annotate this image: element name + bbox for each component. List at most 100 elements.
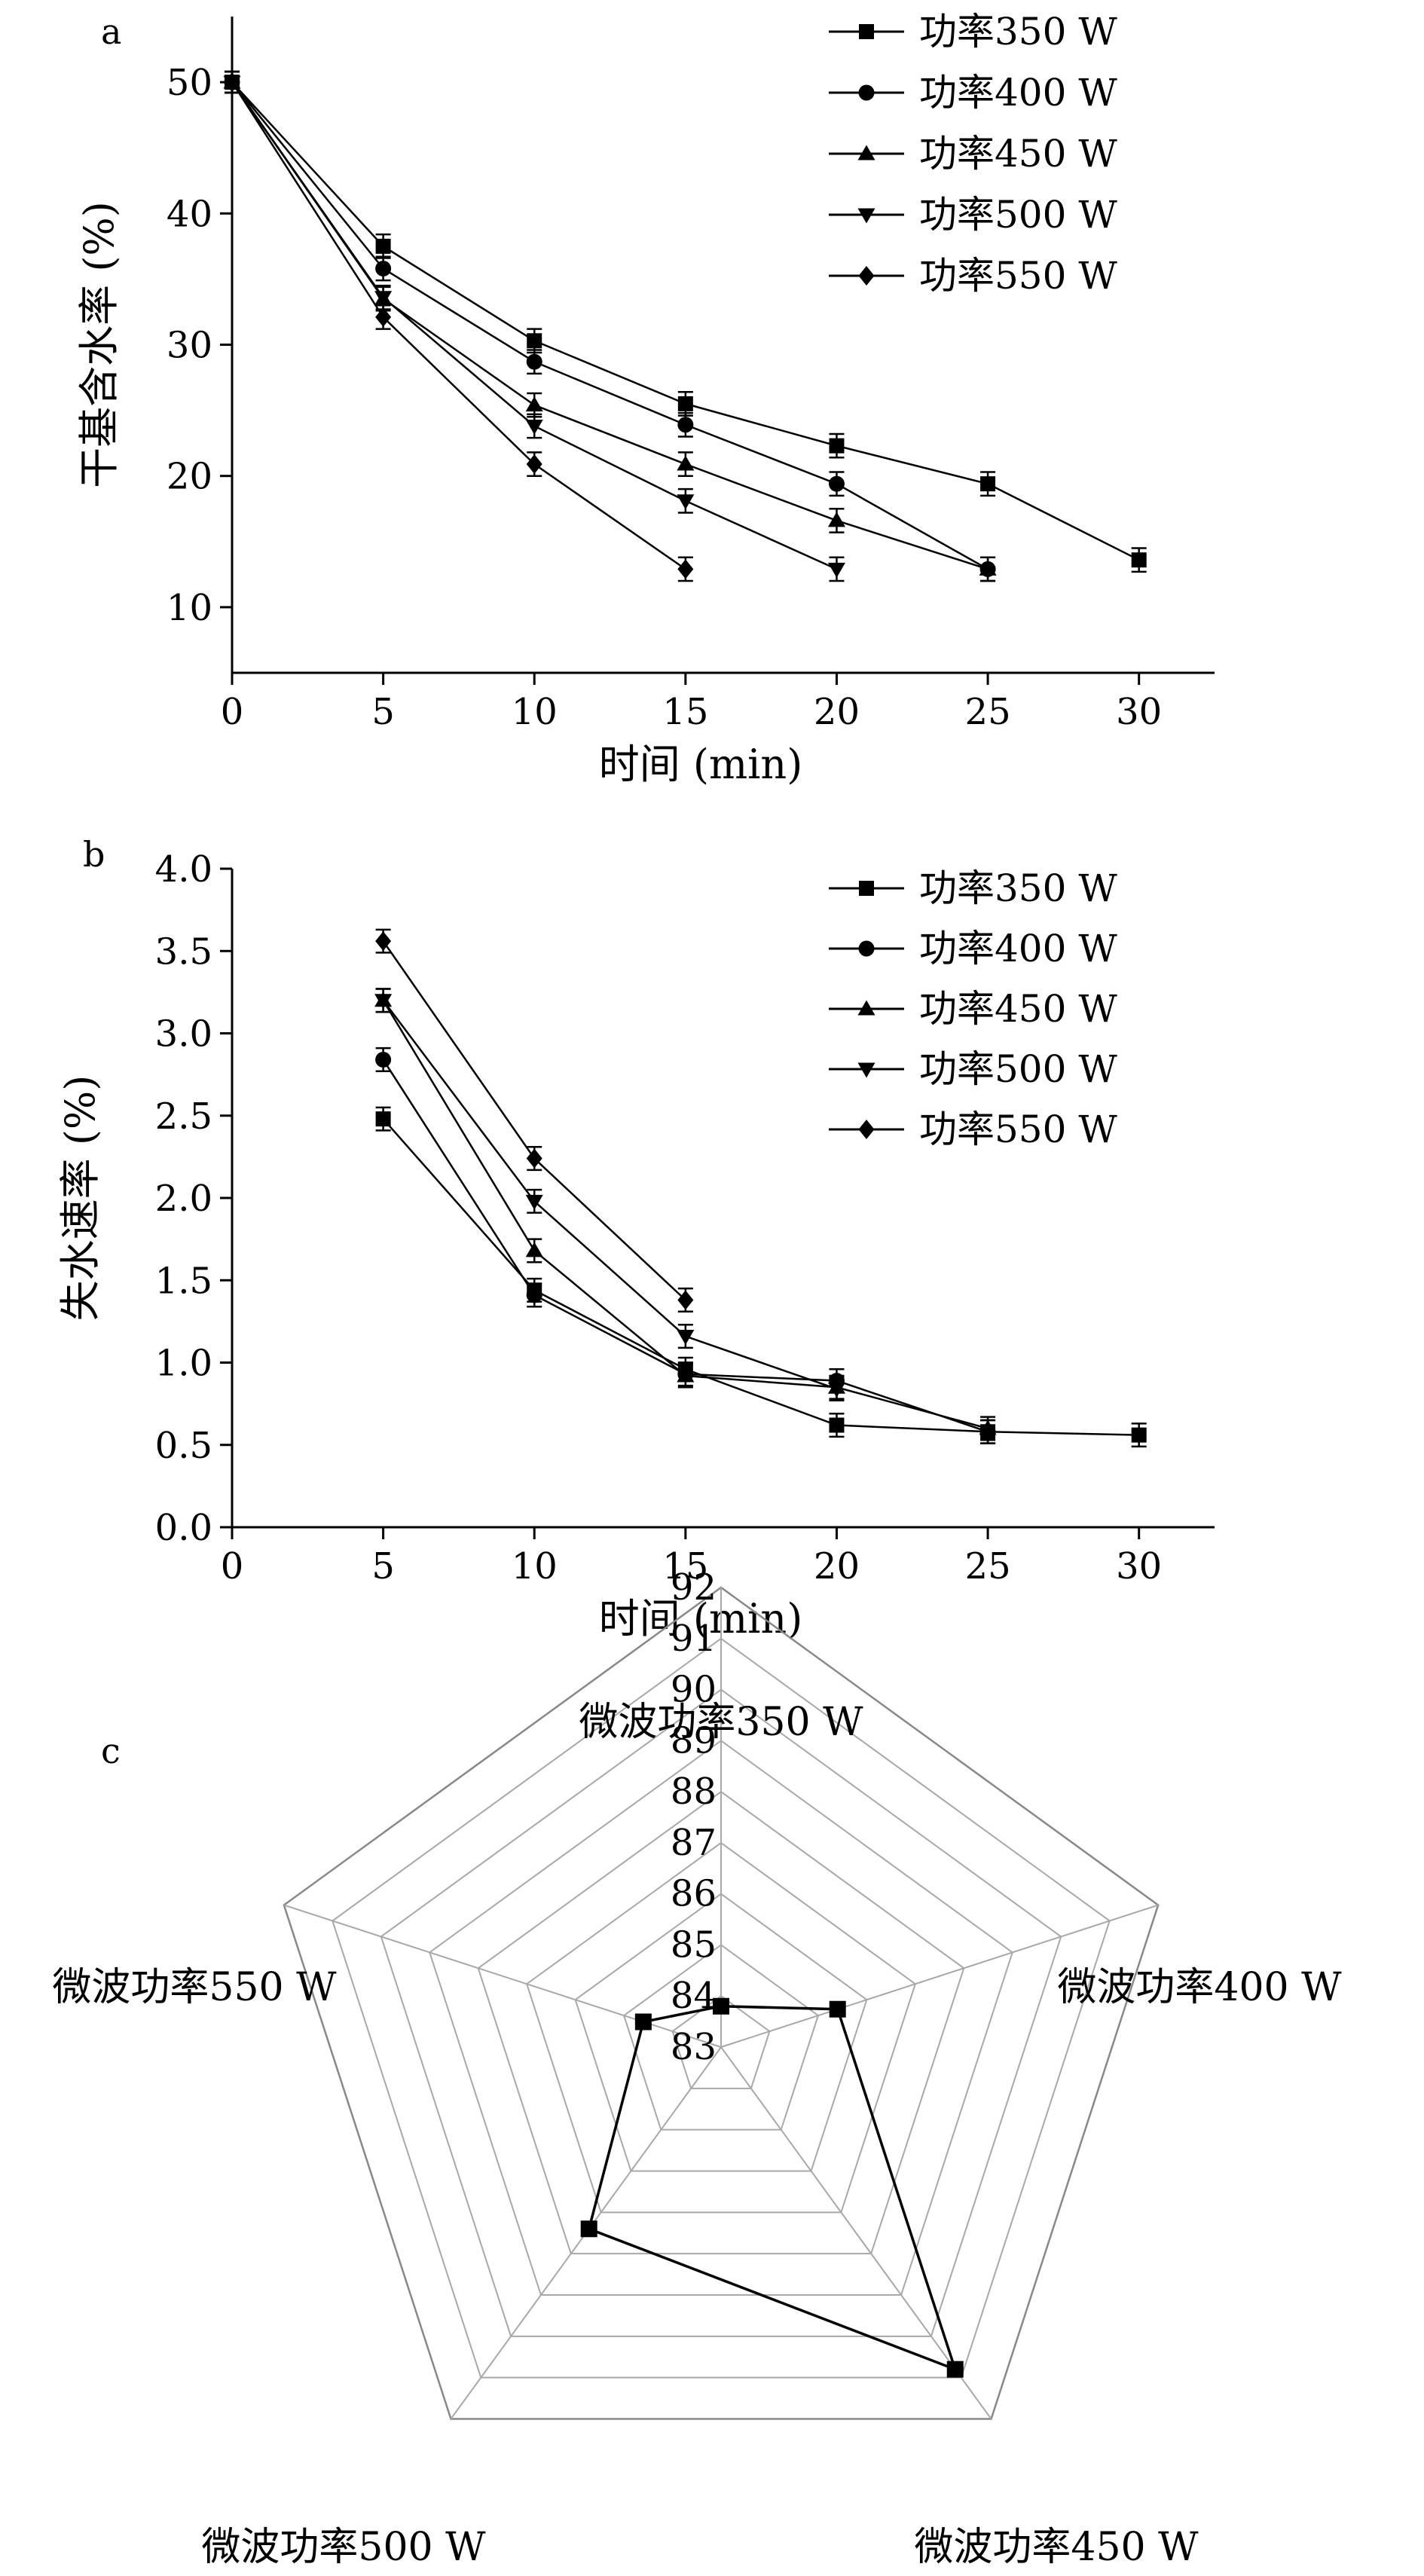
x-tick-label: 25 bbox=[965, 691, 1011, 733]
radar-axis-label: 微波功率400 W bbox=[1057, 1965, 1342, 2010]
series-line bbox=[231, 81, 686, 570]
legend-marker bbox=[859, 24, 874, 39]
data-point bbox=[829, 1417, 845, 1433]
legend-label: 功率400 W bbox=[919, 71, 1117, 115]
radar-axis-label: 微波功率500 W bbox=[201, 2525, 486, 2570]
radar-tick-label: 89 bbox=[671, 1719, 717, 1762]
series-0 bbox=[225, 70, 1147, 573]
radar-grid-ring bbox=[429, 1740, 1013, 2296]
radar-spoke bbox=[720, 1904, 1159, 2048]
data-point bbox=[526, 353, 542, 370]
y-tick-label: 4.0 bbox=[155, 848, 212, 891]
data-point bbox=[224, 72, 240, 93]
x-tick-label: 0 bbox=[221, 1545, 244, 1587]
radar-grid-ring bbox=[332, 1637, 1111, 2379]
data-point bbox=[375, 931, 392, 952]
radar-data-polygon bbox=[587, 2005, 958, 2372]
radar-grid-ring bbox=[380, 1688, 1062, 2337]
y-tick-label: 20 bbox=[167, 456, 212, 498]
x-tick-label: 30 bbox=[1116, 691, 1162, 733]
x-tick-label: 5 bbox=[371, 1545, 395, 1587]
radar-axis-label: 微波功率350 W bbox=[579, 1700, 863, 1745]
radar-data-point bbox=[634, 2013, 652, 2031]
data-point bbox=[525, 420, 543, 435]
data-point bbox=[527, 333, 542, 349]
y-tick-label: 40 bbox=[167, 193, 212, 235]
data-point bbox=[827, 1382, 845, 1398]
data-point bbox=[677, 1367, 695, 1383]
legend-marker bbox=[858, 940, 875, 957]
series-1 bbox=[224, 70, 996, 582]
data-point bbox=[828, 475, 845, 492]
legend-label: 功率550 W bbox=[919, 254, 1117, 298]
data-point bbox=[677, 559, 694, 579]
x-axis-title: 时间 (min) bbox=[599, 741, 803, 788]
y-tick-label: 1.5 bbox=[155, 1260, 212, 1302]
y-tick-label: 1.0 bbox=[155, 1343, 212, 1385]
legend-marker bbox=[858, 1120, 875, 1139]
radar-data-point bbox=[713, 1997, 729, 2015]
legend-marker bbox=[857, 1062, 875, 1078]
series-2 bbox=[223, 70, 997, 582]
radar-tick-label: 84 bbox=[671, 1975, 717, 2017]
x-tick-label: 25 bbox=[965, 1545, 1011, 1587]
legend-marker bbox=[858, 84, 875, 101]
panel-a: a 0 5 10 15 20 25 30 10 20 30 40 50 时间 (min) 干基含水率 (%)… bbox=[75, 10, 1215, 788]
x-tick-label: 10 bbox=[512, 691, 558, 733]
radar-tick-label: 85 bbox=[671, 1924, 717, 1966]
legend-marker bbox=[857, 208, 875, 224]
data-point bbox=[1131, 552, 1147, 568]
radar-grid-ring bbox=[622, 1944, 820, 2131]
data-point bbox=[375, 307, 392, 327]
data-point bbox=[375, 238, 391, 254]
data-point bbox=[677, 396, 693, 411]
legend-label: 功率500 W bbox=[919, 193, 1117, 237]
y-tick-label: 30 bbox=[167, 325, 212, 367]
legend: 功率350 W 功率400 W 功率450 W 功率500 W 功率550 W bbox=[829, 866, 1117, 1151]
series-line bbox=[382, 1000, 837, 1390]
radar-axis-label: 微波功率450 W bbox=[914, 2525, 1199, 2570]
x-tick-label: 15 bbox=[662, 691, 708, 733]
x-tick-label: 10 bbox=[512, 1545, 558, 1587]
radar-tick-label: 91 bbox=[671, 1618, 717, 1660]
series-3 bbox=[374, 988, 845, 1402]
radar-axis-label: 微波功率550 W bbox=[52, 1965, 337, 2010]
legend-label: 功率500 W bbox=[919, 1047, 1117, 1091]
x-tick-label: 30 bbox=[1116, 1545, 1162, 1587]
radar-tick-label: 86 bbox=[671, 1873, 717, 1915]
panel-b: b 0 5 10 15 20 25 30 0.0 0.5 1.0 1.5 2.0 2.5 3.0 3.5 4.0… bbox=[57, 834, 1215, 1642]
series-line bbox=[231, 81, 837, 570]
legend-label: 功率400 W bbox=[919, 927, 1117, 970]
data-point bbox=[374, 291, 393, 307]
data-point bbox=[525, 1242, 543, 1257]
panel-c: c 83 84 85 86 87 88 89 90 91 92 微波功率350 W 微波功率400 W 微… bbox=[52, 1566, 1342, 2570]
y-axis-title: 失水速率 (%) bbox=[57, 1075, 104, 1322]
series-3 bbox=[223, 70, 845, 582]
panel-label: a bbox=[101, 11, 121, 52]
radar-grid-ring bbox=[574, 1893, 868, 2172]
y-tick-label: 3.5 bbox=[155, 930, 212, 973]
legend-label: 功率550 W bbox=[919, 1108, 1117, 1151]
data-point bbox=[677, 455, 695, 471]
radar-spoke bbox=[283, 1904, 722, 2048]
series-4 bbox=[224, 70, 694, 582]
data-point bbox=[374, 994, 393, 1010]
y-tick-label: 50 bbox=[167, 62, 212, 104]
radar-spoke bbox=[720, 2046, 992, 2420]
x-tick-label: 15 bbox=[662, 1545, 708, 1587]
panel-label: c bbox=[101, 1731, 121, 1771]
data-point bbox=[677, 1290, 694, 1310]
legend-label: 功率450 W bbox=[919, 987, 1117, 1031]
radar-grid-ring bbox=[283, 1586, 1160, 2420]
radar-data-point bbox=[946, 2361, 964, 2378]
data-point bbox=[829, 438, 845, 454]
data-point bbox=[1131, 1427, 1147, 1443]
data-point bbox=[375, 1111, 391, 1127]
series-line bbox=[231, 81, 989, 570]
series-line bbox=[382, 1118, 1139, 1436]
data-point bbox=[375, 260, 392, 277]
series-4 bbox=[375, 928, 694, 1313]
series-0 bbox=[375, 1106, 1147, 1448]
legend-label: 功率350 W bbox=[919, 10, 1117, 53]
